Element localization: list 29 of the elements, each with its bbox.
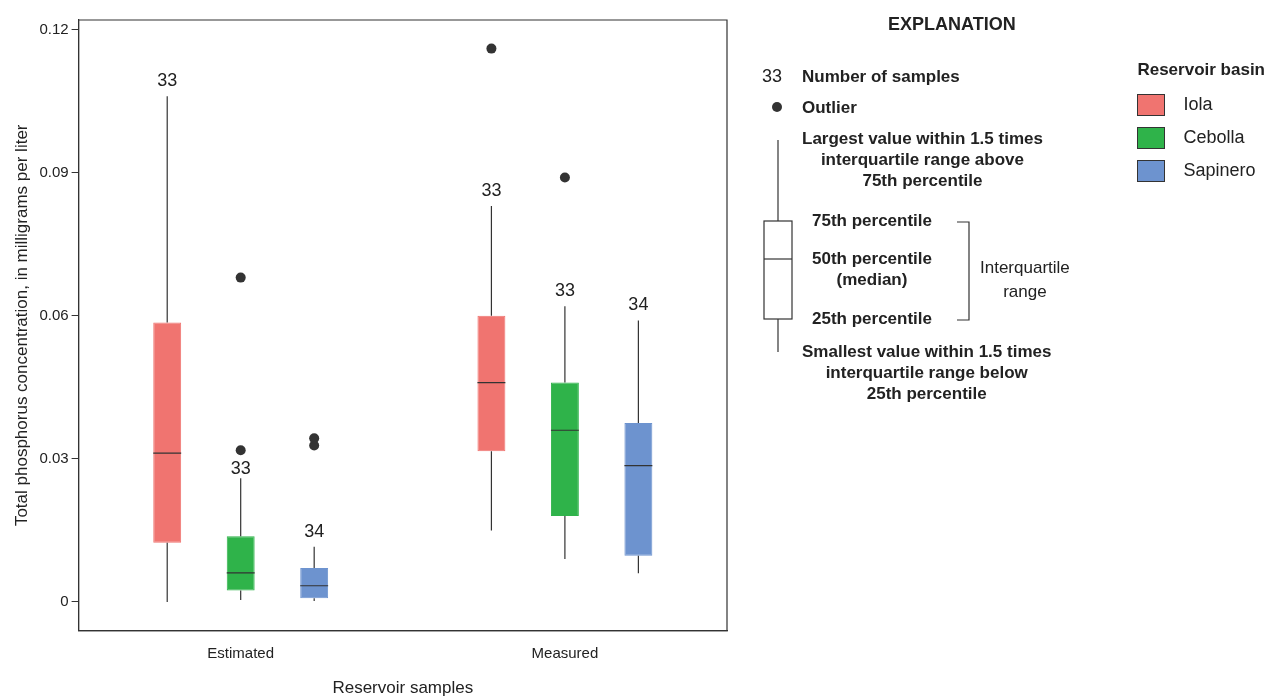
x-tick-label: Estimated	[207, 643, 275, 661]
legend-label: Cebolla	[1183, 127, 1245, 148]
legend-title: Reservoir basin	[1137, 60, 1265, 80]
text: EXPLANATION	[888, 14, 1016, 35]
annotation: 34	[304, 520, 325, 541]
annotation: 33	[230, 458, 251, 479]
annotation: 33	[554, 280, 575, 301]
text: Smallest value within 1.5 times interquartile range below 25th percentile	[802, 341, 1052, 404]
annotation: 33	[481, 180, 502, 201]
annotation: 33	[157, 70, 178, 91]
x-axis-title: Reservoir samples	[332, 678, 474, 698]
legend-label: Sapinero	[1183, 160, 1256, 181]
text: 33	[762, 66, 783, 87]
text: Largest value within 1.5 times interquartile range above 75th percentile	[802, 128, 1043, 191]
y-axis-title: Total phosphorus concentration, in milligrams per liter	[11, 124, 31, 527]
text: Interquartile range	[980, 257, 1070, 303]
y-tick-label: 0	[60, 592, 69, 610]
y-tick-label: 0.03	[39, 449, 69, 467]
text: 25th percentile	[812, 308, 932, 329]
annotation: 34	[628, 294, 649, 315]
x-tick-label: Measured	[531, 643, 599, 661]
text: 75th percentile	[812, 210, 932, 231]
text: Number of samples	[802, 66, 960, 87]
text: Outlier	[802, 97, 857, 118]
text: 50th percentile (median)	[812, 248, 932, 290]
y-tick-label: 0.06	[39, 305, 69, 323]
legend-label: Iola	[1183, 94, 1213, 115]
y-tick-label: 0.12	[39, 19, 69, 37]
y-tick-label: 0.09	[39, 162, 69, 180]
